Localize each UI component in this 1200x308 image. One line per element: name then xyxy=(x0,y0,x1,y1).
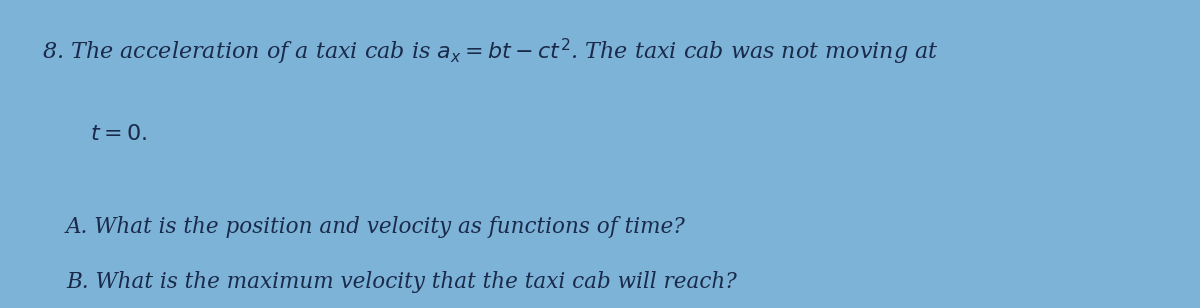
Text: $t = 0.$: $t = 0.$ xyxy=(90,123,146,145)
Text: 8. The acceleration of a taxi cab is $a_x = bt - ct^2$. The taxi cab was not mov: 8. The acceleration of a taxi cab is $a_… xyxy=(42,37,938,67)
Text: B. What is the maximum velocity that the taxi cab will reach?: B. What is the maximum velocity that the… xyxy=(66,271,737,293)
Text: A. What is the position and velocity as functions of time?: A. What is the position and velocity as … xyxy=(66,216,685,237)
